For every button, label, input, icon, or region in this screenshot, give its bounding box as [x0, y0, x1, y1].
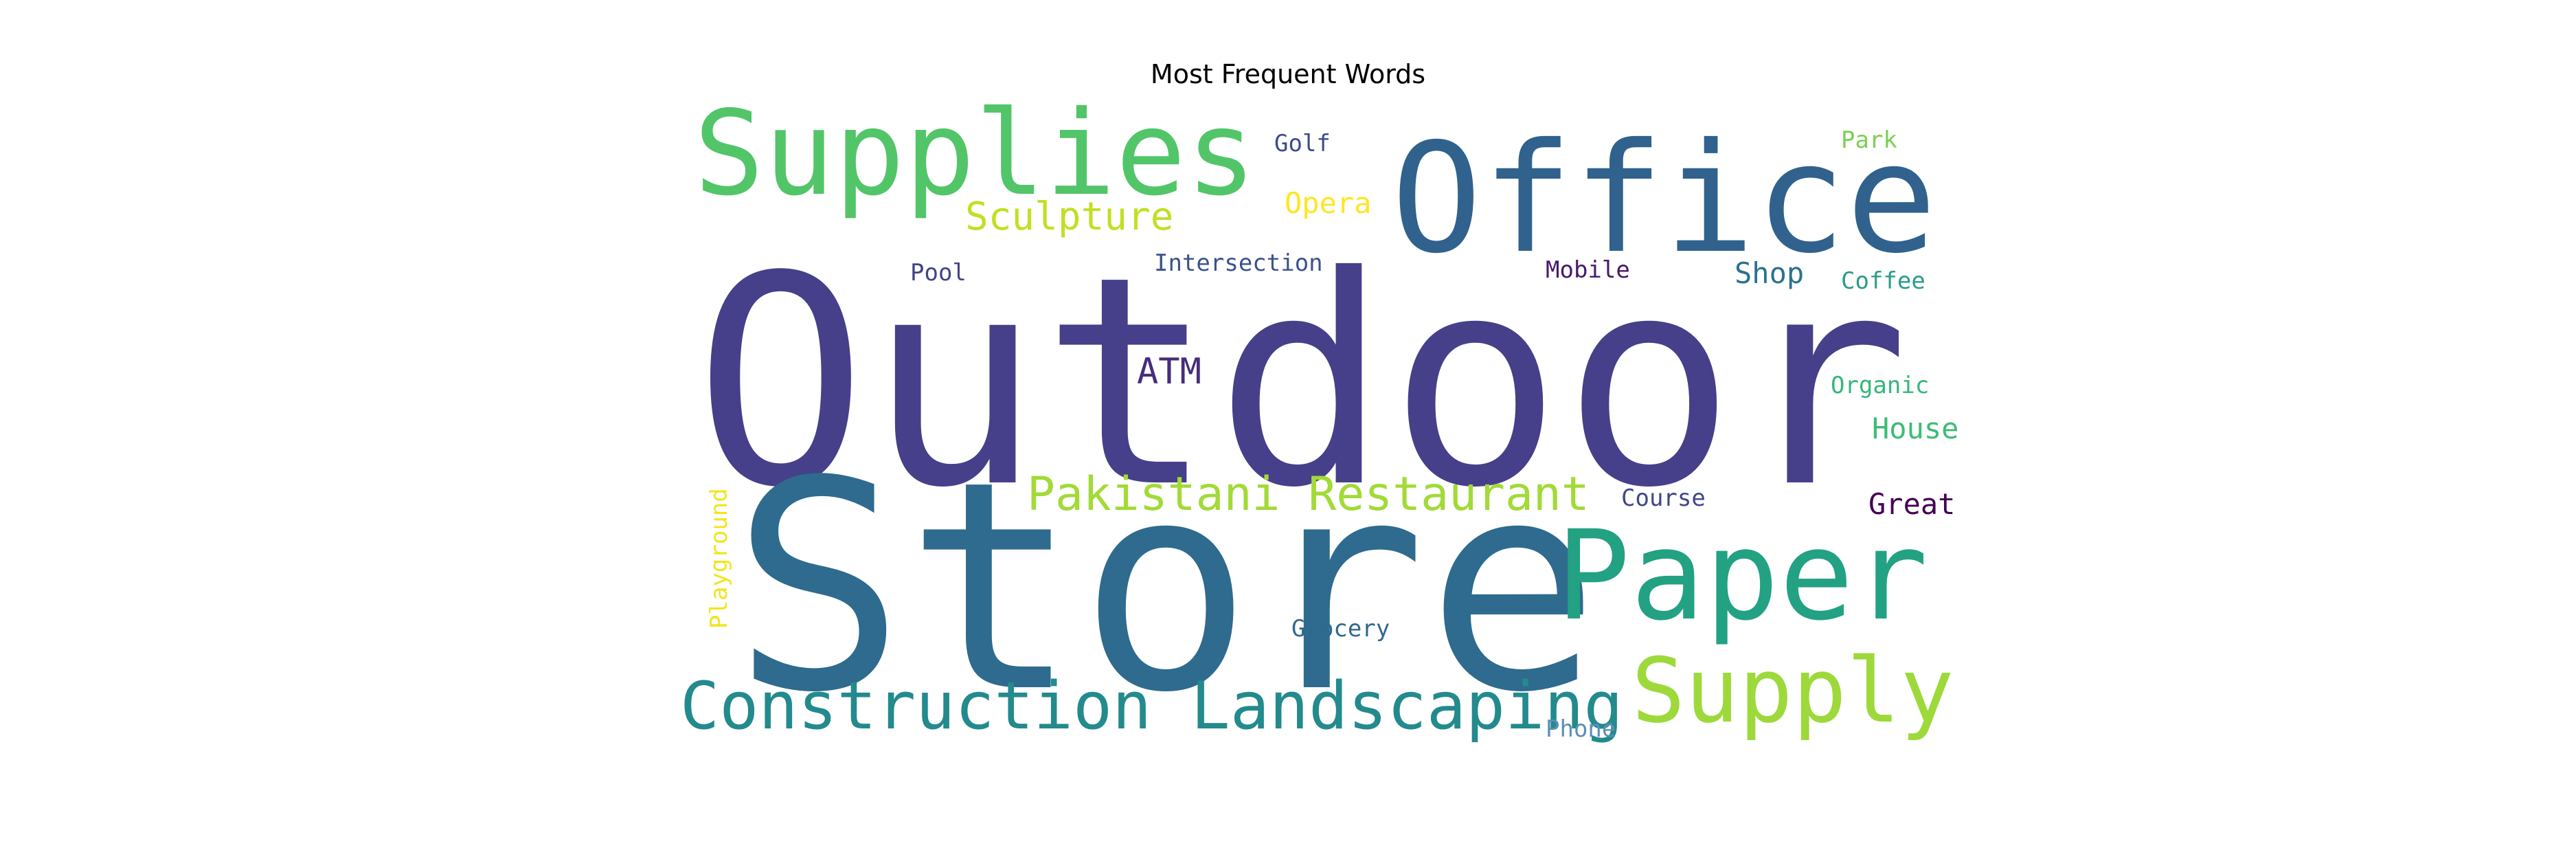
word-house: House [1872, 412, 1958, 445]
word-office: Office [1391, 111, 1937, 287]
word-pakistani-restaurant: Pakistani Restaurant [1027, 467, 1590, 522]
word-supplies: Supplies [694, 86, 1256, 222]
word-course: Course [1621, 484, 1706, 512]
word-golf: Golf [1274, 130, 1331, 157]
word-outdoor: Outdoor [694, 215, 1910, 551]
word-sculpture: Sculpture [965, 194, 1173, 239]
word-paper: Paper [1556, 504, 1928, 648]
word-mobile: Mobile [1546, 256, 1630, 284]
word-playground: Playground [705, 488, 733, 629]
word-phone: Phone [1546, 715, 1616, 743]
word-intersection: Intersection [1154, 249, 1323, 277]
word-construction-landscaping: Construction Landscaping [680, 669, 1623, 744]
word-organic: Organic [1831, 372, 1929, 399]
word-opera: Opera [1285, 186, 1371, 220]
word-great: Great [1868, 487, 1955, 521]
word-park: Park [1841, 126, 1897, 154]
word-shop: Shop [1735, 256, 1804, 290]
word-store: Store [732, 420, 1600, 756]
chart-title: Most Frequent Words [1150, 59, 1426, 89]
word-grocery: Grocery [1291, 615, 1390, 643]
word-pool: Pool [910, 259, 967, 287]
word-atm: ATM [1137, 351, 1201, 392]
word-supply: Supply [1631, 638, 1954, 743]
word-coffee: Coffee [1841, 267, 1925, 295]
